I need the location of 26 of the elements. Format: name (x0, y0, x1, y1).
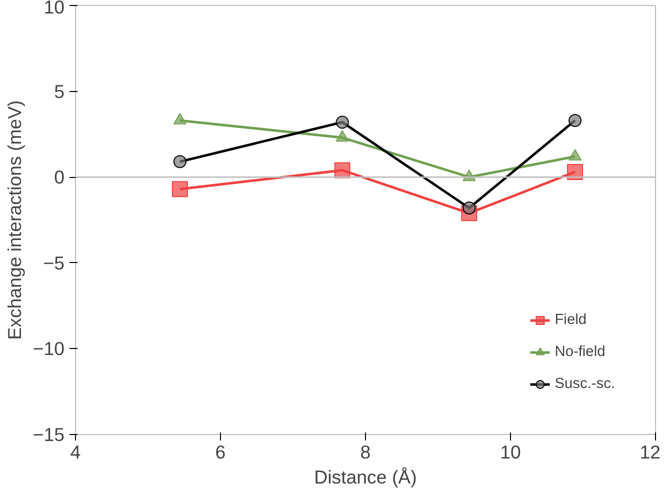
x-axis-title: Distance (Å) (314, 466, 417, 488)
legend-label: Susc.-sc. (554, 376, 615, 392)
x-tick-label: 12 (640, 442, 661, 462)
point (568, 114, 582, 127)
y-tick-label: 10 (44, 0, 65, 18)
point (336, 130, 349, 142)
y-axis-title: Exchange interactions (meV) (4, 100, 25, 340)
y-tick-label: 0 (54, 166, 65, 188)
point (568, 149, 582, 160)
y-tick-label: −15 (32, 424, 65, 445)
point (462, 202, 476, 214)
x-tick-label: 8 (360, 442, 371, 462)
y-tick-label: 5 (54, 80, 65, 102)
point (334, 162, 350, 178)
y-tick-label: −5 (43, 252, 65, 274)
point (172, 181, 188, 198)
point (567, 164, 584, 180)
point (336, 116, 349, 129)
x-tick-label: 10 (500, 442, 521, 462)
point (173, 113, 186, 124)
legend-label: No-field (554, 344, 606, 360)
x-tick-label: 4 (70, 442, 81, 462)
y-tick-label: −10 (32, 338, 65, 360)
point (173, 155, 186, 168)
legend-label: Field (554, 312, 587, 328)
x-tick-label: 6 (215, 442, 226, 462)
